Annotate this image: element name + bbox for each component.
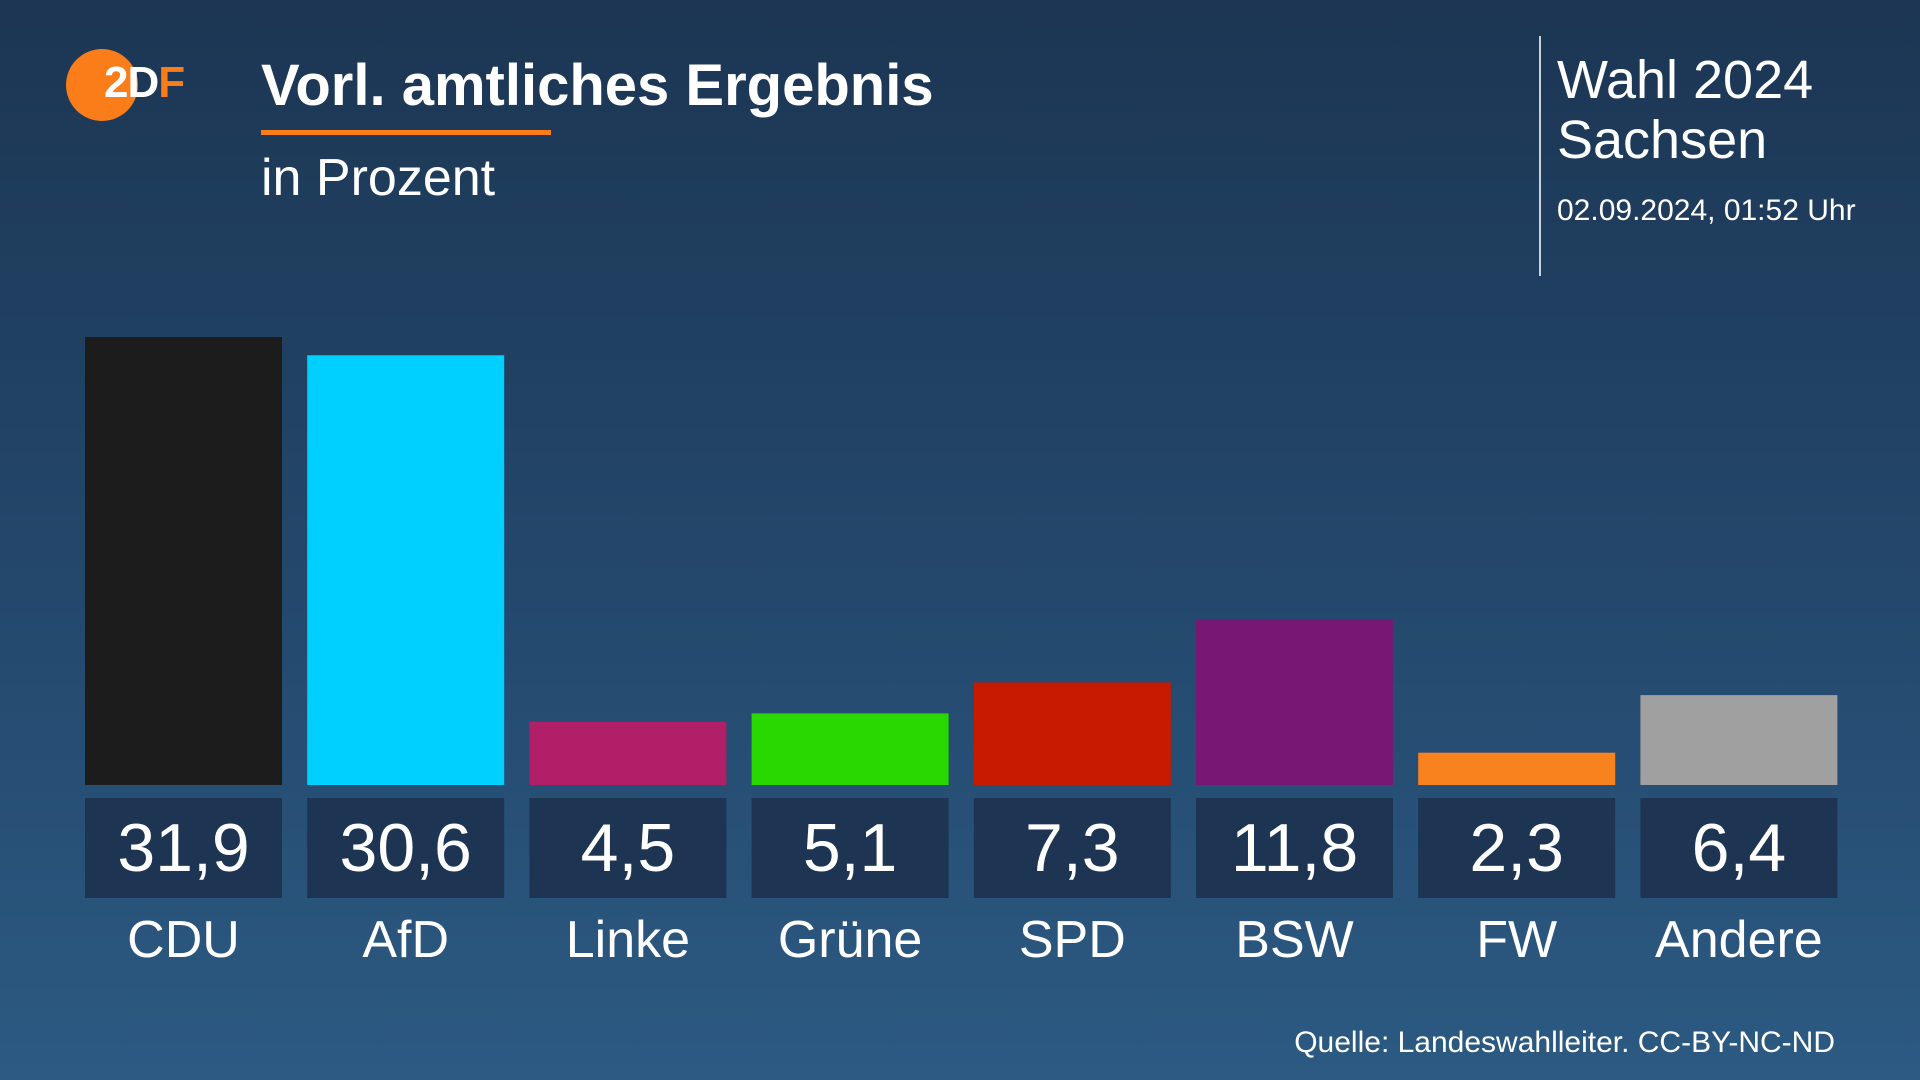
chart-subtitle: in Prozent — [261, 149, 496, 207]
value-label-bsw: 11,8 — [1231, 810, 1358, 886]
category-label-linke: Linke — [566, 911, 690, 969]
value-box-bsw — [1196, 798, 1393, 898]
value-label-afd: 30,6 — [340, 810, 472, 886]
election-region: Sachsen — [1557, 110, 1768, 170]
category-label-cdu: CDU — [127, 911, 240, 969]
value-box-afd — [307, 798, 505, 898]
category-label-bsw: BSW — [1235, 911, 1353, 969]
bar-cdu — [85, 337, 282, 785]
bar-andere — [1640, 695, 1838, 785]
category-label-andere: Andere — [1655, 911, 1823, 969]
election-title: Wahl 2024 — [1557, 50, 1814, 110]
bar-grüne — [751, 713, 949, 785]
bar-afd — [307, 355, 505, 785]
chart-title: Vorl. amtliches Ergebnis — [261, 53, 934, 118]
value-label-andere: 6,4 — [1692, 810, 1787, 886]
value-label-cdu: 31,9 — [117, 810, 249, 886]
value-box-cdu — [85, 798, 282, 898]
value-label-grüne: 5,1 — [803, 810, 898, 886]
value-box-spd — [973, 798, 1171, 898]
category-label-fw: FW — [1476, 911, 1557, 969]
value-label-spd: 7,3 — [1025, 810, 1120, 886]
value-label-linke: 4,5 — [581, 810, 676, 886]
header-divider — [1539, 36, 1541, 276]
bar-spd — [973, 682, 1171, 785]
title-underline — [261, 130, 551, 135]
logo-circle-icon — [66, 49, 138, 121]
logo-text: 2DF — [104, 58, 185, 107]
category-label-grüne: Grüne — [778, 911, 923, 969]
value-box-fw — [1418, 798, 1616, 898]
timestamp: 02.09.2024, 01:52 Uhr — [1557, 194, 1856, 227]
value-box-linke — [529, 798, 727, 898]
category-label-afd: AfD — [362, 911, 449, 969]
zdf-logo: 2DF — [66, 48, 196, 122]
source-note: Quelle: Landeswahlleiter. CC-BY-NC-ND — [1294, 1026, 1835, 1059]
bar-bsw — [1196, 619, 1393, 785]
value-box-andere — [1640, 798, 1838, 898]
bar-fw — [1418, 752, 1616, 785]
value-box-grüne — [751, 798, 949, 898]
value-label-fw: 2,3 — [1469, 810, 1564, 886]
category-label-spd: SPD — [1019, 911, 1126, 969]
bar-linke — [529, 721, 727, 785]
